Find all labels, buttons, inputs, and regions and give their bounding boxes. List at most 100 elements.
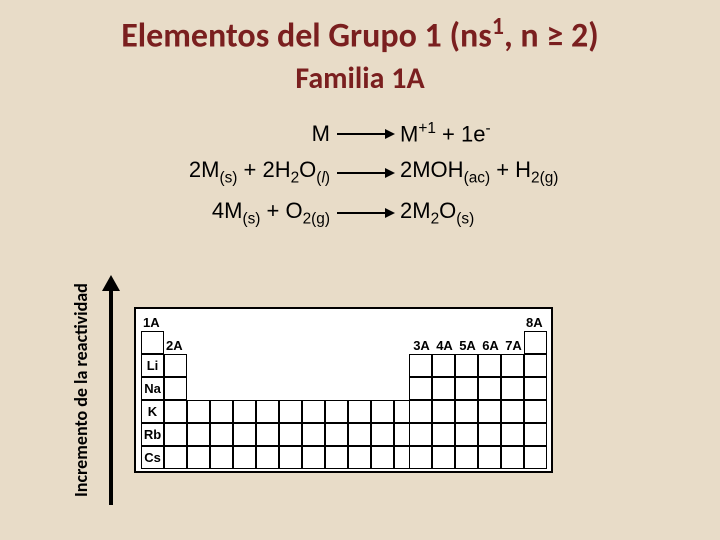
ptable-header: 5A bbox=[456, 338, 479, 353]
equation-3: 4M(s) + O2(g) 2M2O(s) bbox=[120, 198, 680, 228]
title-mid: , n bbox=[504, 15, 546, 56]
ptable-cell bbox=[455, 400, 478, 423]
ptable-cell bbox=[524, 377, 547, 400]
ptable-cell bbox=[409, 423, 432, 446]
equations-block: M M+1 + 1e- 2M(s) + 2H2O(l) 2MOH(ac) + H… bbox=[120, 120, 680, 238]
ptable-cell bbox=[455, 354, 478, 377]
arrow-icon bbox=[330, 206, 400, 220]
ptable-cell bbox=[409, 377, 432, 400]
ptable-cell bbox=[432, 446, 455, 469]
ptable-cell bbox=[409, 354, 432, 377]
ptable-cell bbox=[409, 400, 432, 423]
title-sup: 1 bbox=[492, 12, 504, 41]
ptable-cell bbox=[371, 400, 394, 423]
element-rb: Rb bbox=[141, 423, 164, 446]
periodic-table: 1A 2A 8A 3A4A5A6A7A LiNaKRbCs bbox=[134, 307, 553, 473]
title-post: 2) bbox=[563, 15, 599, 56]
ptable-cell bbox=[302, 423, 325, 446]
ptable-header: 2A bbox=[166, 338, 183, 353]
ptable-cell bbox=[524, 423, 547, 446]
eq3-rhs: 2M2O(s) bbox=[400, 198, 680, 228]
ptable-cell bbox=[279, 446, 302, 469]
ptable-cell bbox=[478, 423, 501, 446]
arrow-up-icon bbox=[102, 275, 120, 505]
eq3-lhs: 4M(s) + O2(g) bbox=[120, 198, 330, 228]
ptable-cell bbox=[478, 400, 501, 423]
ptable-cell bbox=[164, 446, 187, 469]
ptable-cell bbox=[409, 446, 432, 469]
arrow-icon bbox=[330, 127, 400, 141]
slide-title: Elementos del Grupo 1 (ns1, n ≥ 2) bbox=[0, 12, 720, 56]
ptable-cell bbox=[371, 446, 394, 469]
ptable-cell bbox=[187, 423, 210, 446]
ptable-cell bbox=[210, 400, 233, 423]
ptable-cell bbox=[455, 446, 478, 469]
ptable-cell bbox=[348, 400, 371, 423]
ptable-cell bbox=[256, 423, 279, 446]
ptable-header: 3A bbox=[410, 338, 433, 353]
element-na: Na bbox=[141, 377, 164, 400]
ptable-cell bbox=[233, 423, 256, 446]
lower-block: Incremento de la reactividad 1A 2A 8A 3A4A5… bbox=[70, 275, 553, 505]
ptable-cell bbox=[478, 446, 501, 469]
ptable-cell bbox=[141, 331, 164, 354]
ptable-header: 7A bbox=[502, 338, 525, 353]
ptable-cell bbox=[501, 423, 524, 446]
element-cs: Cs bbox=[141, 446, 164, 469]
ptable-cell bbox=[348, 446, 371, 469]
slide-subtitle: Familia 1A bbox=[0, 60, 720, 97]
ptable-cell bbox=[524, 446, 547, 469]
ptable-cell bbox=[279, 423, 302, 446]
ptable-cell bbox=[478, 354, 501, 377]
ptable-header: 6A bbox=[479, 338, 502, 353]
axis-label: Incremento de la reactividad bbox=[70, 275, 92, 505]
ptable-cell bbox=[187, 400, 210, 423]
ptable-cell bbox=[524, 331, 547, 354]
equation-2: 2M(s) + 2H2O(l) 2MOH(ac) + H2(g) bbox=[120, 157, 680, 187]
ptable-cell bbox=[164, 400, 187, 423]
ptable-cell bbox=[302, 446, 325, 469]
ptable-cell bbox=[524, 400, 547, 423]
ptable-cell bbox=[325, 400, 348, 423]
ptable-header: 1A bbox=[143, 315, 160, 330]
ptable-cell bbox=[325, 423, 348, 446]
ptable-cell bbox=[432, 423, 455, 446]
ptable-cell bbox=[256, 400, 279, 423]
ptable-cell bbox=[501, 377, 524, 400]
element-k: K bbox=[141, 400, 164, 423]
title-pre: Elementos del Grupo 1 (ns bbox=[121, 15, 492, 56]
eq2-rhs: 2MOH(ac) + H2(g) bbox=[400, 157, 680, 187]
ptable-cell bbox=[478, 377, 501, 400]
ptable-cell bbox=[501, 354, 524, 377]
ptable-cell bbox=[233, 446, 256, 469]
ptable-cell bbox=[501, 446, 524, 469]
ptable-cell bbox=[432, 400, 455, 423]
ptable-cell bbox=[455, 423, 478, 446]
ptable-cell bbox=[233, 400, 256, 423]
eq2-lhs: 2M(s) + 2H2O(l) bbox=[120, 157, 330, 187]
title-sym: ≥ bbox=[546, 15, 563, 56]
ptable-cell bbox=[524, 354, 547, 377]
ptable-header: 8A bbox=[526, 315, 543, 330]
ptable-cell bbox=[432, 377, 455, 400]
ptable-cell bbox=[187, 446, 210, 469]
eq1-lhs: M bbox=[120, 121, 330, 147]
ptable-cell bbox=[455, 377, 478, 400]
ptable-cell bbox=[164, 377, 187, 400]
eq1-rhs: M+1 + 1e- bbox=[400, 120, 680, 147]
ptable-cell bbox=[164, 354, 187, 377]
arrow-icon bbox=[330, 166, 400, 180]
ptable-cell bbox=[210, 446, 233, 469]
element-li: Li bbox=[141, 354, 164, 377]
ptable-cell bbox=[164, 423, 187, 446]
ptable-cell bbox=[210, 423, 233, 446]
ptable-cell bbox=[348, 423, 371, 446]
ptable-cell bbox=[501, 400, 524, 423]
ptable-cell bbox=[256, 446, 279, 469]
ptable-cell bbox=[432, 354, 455, 377]
ptable-cell bbox=[302, 400, 325, 423]
ptable-cell bbox=[325, 446, 348, 469]
ptable-header: 4A bbox=[433, 338, 456, 353]
ptable-cell bbox=[371, 423, 394, 446]
ptable-cell bbox=[279, 400, 302, 423]
